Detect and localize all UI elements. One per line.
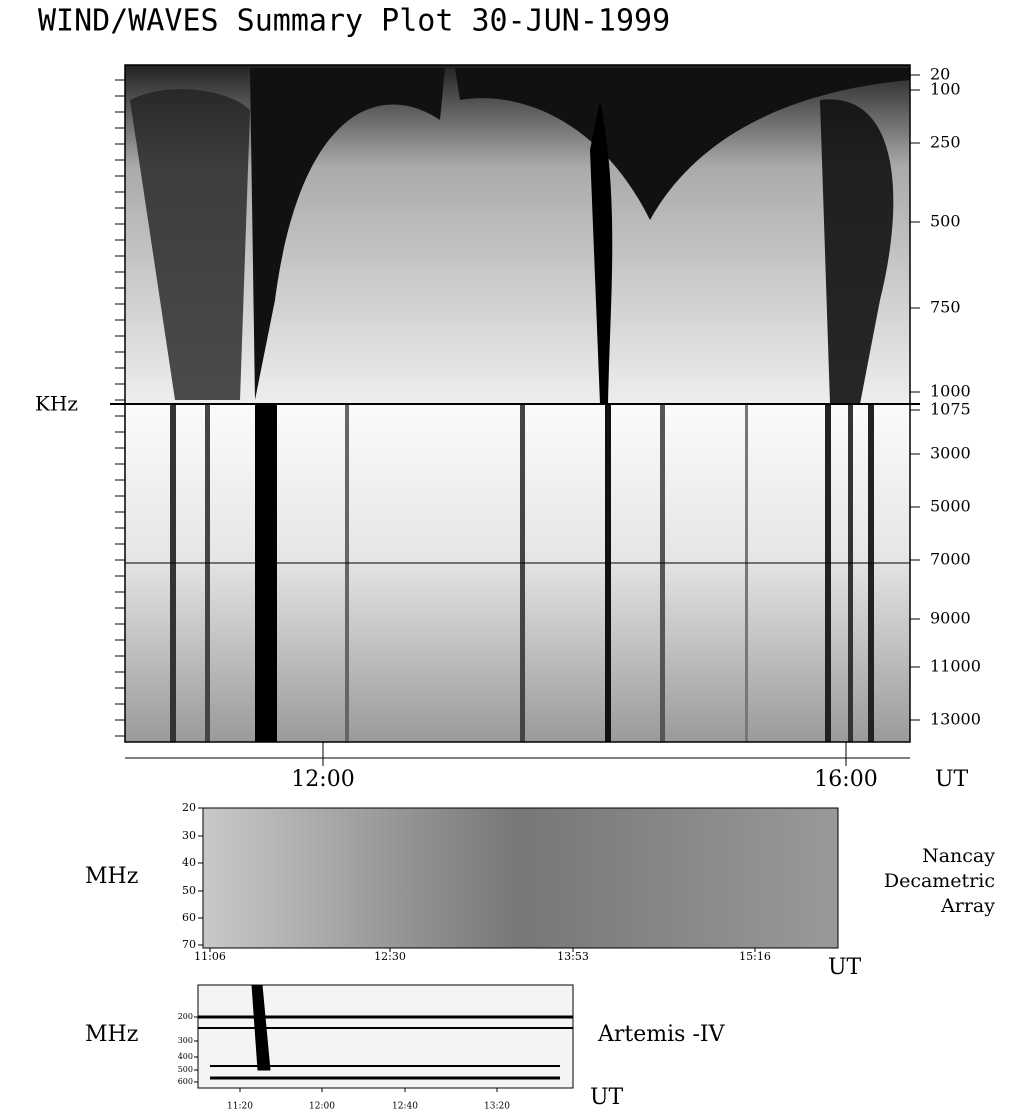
y-tick-label: 5000 (930, 497, 971, 516)
y-tick-label: 500 (178, 1065, 193, 1074)
x-tick-label: 13:53 (557, 950, 589, 963)
x-tick-label: 11:20 (227, 1102, 253, 1112)
x-unit: UT (935, 767, 969, 792)
instrument-label: Decametric (884, 870, 995, 892)
burst-stripe (825, 404, 831, 742)
x-tick-label: 15:16 (739, 950, 771, 963)
y-tick-label: 9000 (930, 609, 971, 628)
instrument-label: Array (940, 895, 995, 917)
instrument-label: Nancay (922, 845, 995, 867)
y-tick-label: 100 (930, 80, 961, 99)
y-tick-label: 13000 (930, 710, 981, 729)
x-tick-label: 12:00 (309, 1102, 335, 1112)
y-tick-label: 200 (178, 1012, 193, 1021)
x-tick-label: 12:00 (291, 767, 354, 792)
x-unit: UT (590, 1085, 624, 1110)
y-tick-label: 20 (182, 801, 196, 814)
burst-stripe (605, 404, 611, 742)
y-tick-label: 500 (930, 212, 961, 231)
x-tick-label: 13:20 (484, 1102, 510, 1112)
y-tick-label: 300 (178, 1036, 193, 1045)
y-tick-label: 70 (182, 938, 196, 951)
y-tick-label: 600 (178, 1077, 193, 1086)
y-tick-label: 50 (182, 884, 196, 897)
y-tick-label: 3000 (930, 444, 971, 463)
y-tick-label: 11000 (930, 657, 981, 676)
y-tick-label: 1075 (930, 400, 971, 419)
y-tick-label: 250 (930, 133, 961, 152)
title: WIND/WAVES Summary Plot 30-JUN-1999 (38, 4, 670, 39)
burst-stripe (868, 404, 874, 742)
burst-stripe (745, 404, 748, 742)
y-unit: MHz (85, 1022, 138, 1047)
x-unit: UT (828, 955, 862, 980)
y-unit: KHz (35, 392, 78, 416)
burst-stripe (255, 404, 277, 742)
x-tick-label: 16:00 (814, 767, 877, 792)
y-tick-label: 40 (182, 856, 196, 869)
burst-stripe (660, 404, 665, 742)
burst-stripe (205, 404, 210, 742)
y-tick-label: 1000 (930, 382, 971, 401)
burst-stripe (345, 404, 349, 742)
y-tick-label: 30 (182, 829, 196, 842)
y-tick-label: 20 (930, 65, 950, 84)
spectrogram (125, 65, 910, 742)
y-unit: MHz (85, 864, 138, 889)
y-tick-label: 60 (182, 911, 196, 924)
burst-stripe (848, 404, 853, 742)
y-tick-label: 750 (930, 298, 961, 317)
y-tick-label: 7000 (930, 550, 971, 569)
instrument-label: Artemis -IV (597, 1022, 726, 1047)
burst-stripe (170, 404, 176, 742)
y-tick-label: 400 (178, 1052, 193, 1061)
x-tick-label: 11:06 (194, 950, 226, 963)
x-tick-label: 12:40 (392, 1102, 418, 1112)
x-tick-label: 12:30 (374, 950, 406, 963)
burst-stripe (520, 404, 525, 742)
